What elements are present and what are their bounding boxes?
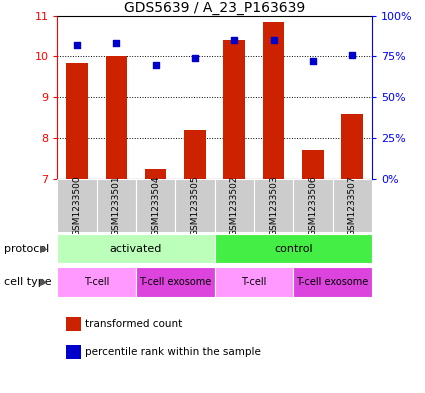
Title: GDS5639 / A_23_P163639: GDS5639 / A_23_P163639 [124, 1, 305, 15]
Text: GSM1233500: GSM1233500 [73, 175, 82, 236]
Bar [145, 169, 167, 179]
Bar [254, 179, 293, 232]
Point [192, 55, 198, 61]
Bar [293, 267, 372, 297]
Point [270, 37, 277, 43]
Bar [136, 179, 175, 232]
Text: GSM1233501: GSM1233501 [112, 175, 121, 236]
Bar [57, 179, 96, 232]
Text: T-cell: T-cell [84, 277, 109, 287]
Point [113, 40, 120, 47]
Bar [332, 179, 372, 232]
Text: transformed count: transformed count [85, 319, 182, 329]
Bar [341, 114, 363, 179]
Bar [66, 62, 88, 179]
Text: ▶: ▶ [40, 244, 48, 253]
Bar [293, 179, 332, 232]
Point [309, 58, 316, 64]
Bar [302, 150, 324, 179]
Text: GSM1233507: GSM1233507 [348, 175, 357, 236]
Text: GSM1233506: GSM1233506 [309, 175, 317, 236]
Bar [215, 267, 293, 297]
Text: GSM1233504: GSM1233504 [151, 175, 160, 235]
Text: cell type: cell type [4, 277, 52, 287]
Text: GSM1233503: GSM1233503 [269, 175, 278, 236]
Bar [224, 40, 245, 179]
Bar [57, 234, 215, 263]
Bar [215, 179, 254, 232]
Bar [263, 22, 284, 179]
Text: T-cell exosome: T-cell exosome [139, 277, 211, 287]
Point [349, 52, 356, 58]
Text: protocol: protocol [4, 244, 49, 253]
Point [152, 61, 159, 68]
Text: ▶: ▶ [40, 277, 48, 287]
Point [74, 42, 80, 48]
Bar [215, 234, 372, 263]
Bar [96, 179, 136, 232]
Bar [136, 267, 215, 297]
Point [231, 37, 238, 43]
Bar [105, 57, 127, 179]
Text: T-cell exosome: T-cell exosome [296, 277, 368, 287]
Text: control: control [274, 244, 312, 253]
Text: percentile rank within the sample: percentile rank within the sample [85, 347, 261, 357]
Text: GSM1233502: GSM1233502 [230, 175, 239, 235]
Text: GSM1233505: GSM1233505 [190, 175, 199, 236]
Bar [184, 130, 206, 179]
Bar [175, 179, 215, 232]
Bar [57, 267, 136, 297]
Text: T-cell: T-cell [241, 277, 266, 287]
Text: activated: activated [110, 244, 162, 253]
